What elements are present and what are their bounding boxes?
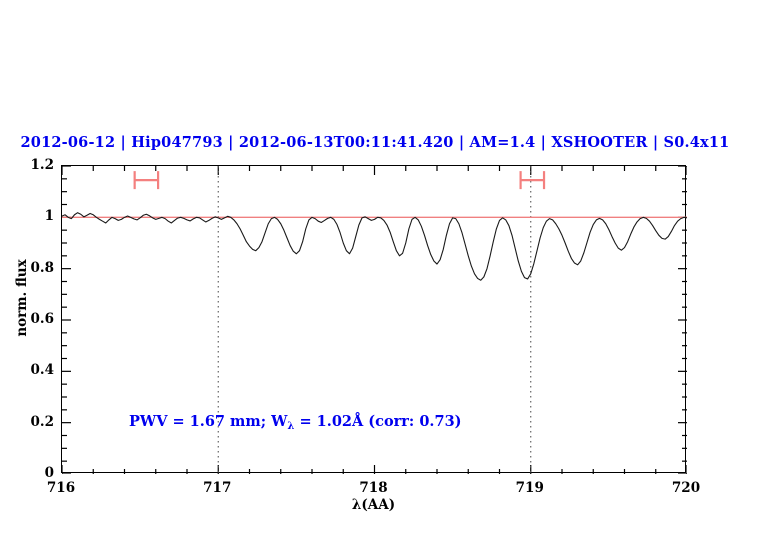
spectrum-trace [62, 212, 687, 281]
plot-title: 2012-06-12 | Hip047793 | 2012-06-13T00:1… [20, 134, 730, 151]
plot-canvas [62, 166, 687, 474]
plot-area [61, 165, 687, 474]
x-tick-label: 718 [359, 480, 388, 496]
pwv-annotation-subscript: λ [287, 421, 295, 432]
x-tick-label: 720 [671, 480, 701, 496]
y-tick-label: 1.2 [30, 157, 55, 173]
pwv-annotation-prefix: PWV = 1.67 mm; W [129, 413, 288, 430]
pwv-annotation-suffix: = 1.02Å (corr: 0.73) [294, 413, 462, 430]
y-tick-label: 0.2 [30, 413, 55, 430]
y-tick-label: 0.4 [30, 362, 55, 379]
error-bar-markers-group [133, 171, 546, 190]
x-tick-label: 717 [203, 480, 232, 496]
error-bar-marker-2 [519, 171, 546, 190]
y-tick-label: 0.8 [30, 259, 55, 276]
x-axis-title: λ(AA) [351, 497, 396, 513]
y-tick-label: 0.6 [30, 311, 55, 327]
pwv-annotation: PWV = 1.67 mm; Wλ = 1.02Å (corr: 0.73) [129, 413, 462, 432]
x-tick-label: 716 [46, 480, 76, 496]
x-tick-label: 719 [515, 480, 544, 496]
y-axis-title: norm. flux [14, 259, 30, 337]
y-tick-label: 0 [44, 465, 54, 481]
y-tick-label: 1 [44, 208, 54, 225]
error-bar-marker-1 [133, 171, 160, 190]
